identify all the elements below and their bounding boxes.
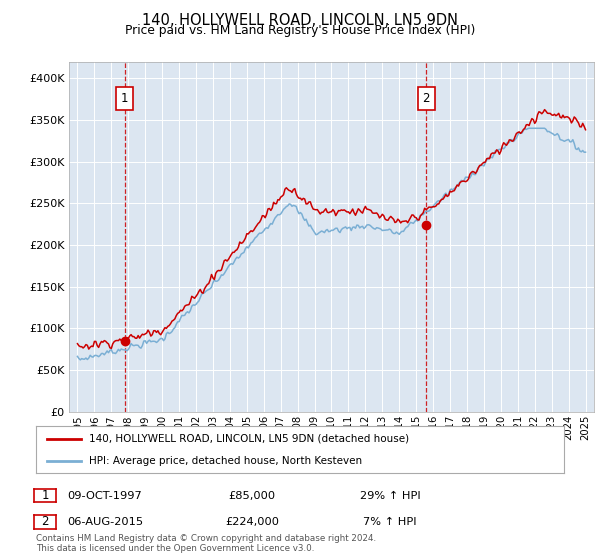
Text: 06-AUG-2015: 06-AUG-2015 (67, 517, 143, 527)
Text: 140, HOLLYWELL ROAD, LINCOLN, LN5 9DN: 140, HOLLYWELL ROAD, LINCOLN, LN5 9DN (142, 13, 458, 28)
Text: 1: 1 (41, 489, 49, 502)
Text: 2: 2 (41, 515, 49, 529)
Text: 09-OCT-1997: 09-OCT-1997 (68, 491, 142, 501)
Text: £85,000: £85,000 (229, 491, 275, 501)
Text: Price paid vs. HM Land Registry's House Price Index (HPI): Price paid vs. HM Land Registry's House … (125, 24, 475, 37)
Text: 29% ↑ HPI: 29% ↑ HPI (359, 491, 421, 501)
Text: 7% ↑ HPI: 7% ↑ HPI (363, 517, 417, 527)
Text: £224,000: £224,000 (225, 517, 279, 527)
Text: Contains HM Land Registry data © Crown copyright and database right 2024.
This d: Contains HM Land Registry data © Crown c… (36, 534, 376, 553)
Text: 1: 1 (121, 92, 128, 105)
Text: 140, HOLLYWELL ROAD, LINCOLN, LN5 9DN (detached house): 140, HOLLYWELL ROAD, LINCOLN, LN5 9DN (d… (89, 434, 409, 444)
Text: HPI: Average price, detached house, North Kesteven: HPI: Average price, detached house, Nort… (89, 456, 362, 466)
Text: 2: 2 (422, 92, 430, 105)
